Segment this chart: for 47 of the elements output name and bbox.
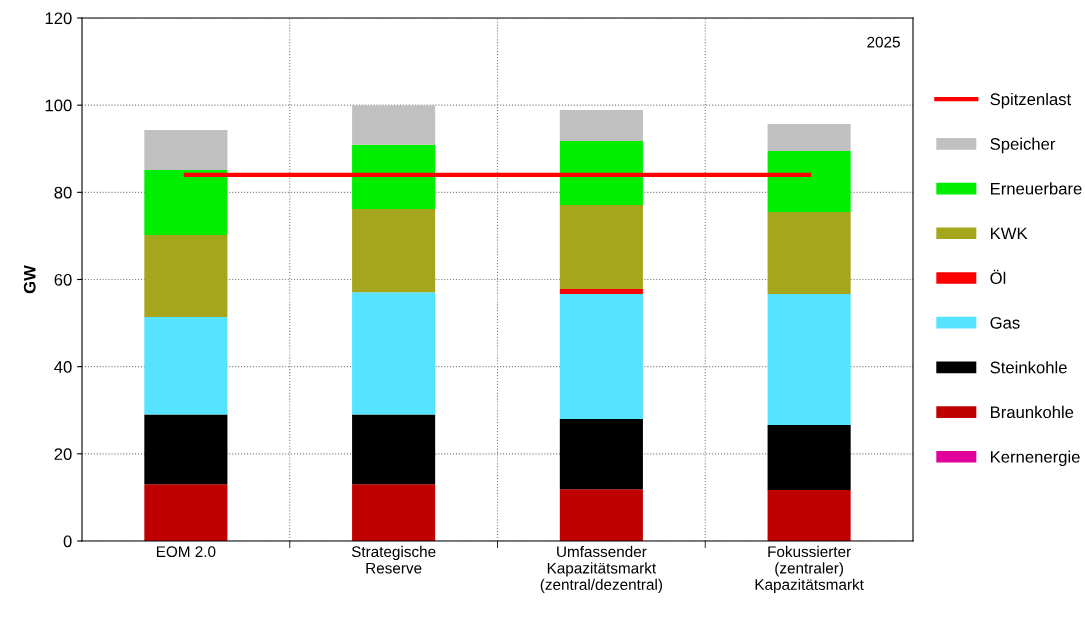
bar: [767, 490, 851, 541]
bar: [559, 418, 643, 490]
bar: [559, 289, 643, 294]
x-tick-label: Fokussierter (zentraler) Kapazitätsmarkt: [755, 545, 864, 594]
bar: [144, 484, 228, 541]
bar: [767, 293, 851, 426]
legend-label: Spitzenlast: [990, 92, 1072, 109]
bar: [352, 414, 436, 485]
bar: [144, 316, 228, 415]
legend-label: Speicher: [990, 137, 1056, 154]
bar: [144, 170, 228, 236]
bar: [144, 414, 228, 485]
bar: [144, 235, 228, 317]
bar: [352, 144, 436, 209]
bar: [559, 204, 643, 290]
y-tick-label: 40: [54, 361, 72, 373]
bar: [559, 109, 643, 141]
bar: [352, 292, 436, 415]
bar: [559, 489, 643, 541]
bar: [352, 484, 436, 541]
bar: [767, 123, 851, 151]
legend-label: Erneuerbare: [991, 182, 1082, 195]
legend-label: Steinkohle: [990, 361, 1067, 374]
legend-label: Kernenergie: [991, 450, 1080, 467]
legend-label: Gas: [990, 316, 1020, 329]
bar: [767, 211, 851, 294]
bar: [559, 293, 643, 419]
y-tick-label: 60: [54, 273, 72, 286]
legend-label: KWK: [991, 227, 1028, 240]
y-tick-label: 80: [54, 186, 72, 199]
annotation: 2025: [867, 36, 900, 48]
bar: [559, 140, 643, 205]
x-tick-label: EOM 2.0: [156, 546, 216, 558]
x-tick-label: Strategische Reserve: [351, 545, 436, 574]
legend-label: Öl: [990, 269, 1006, 284]
y-tick-label: 20: [54, 448, 72, 461]
y-tick-label: 0: [63, 535, 72, 548]
y-axis-title: GW: [23, 265, 36, 294]
bar: [767, 150, 851, 212]
bar: [352, 105, 436, 145]
y-tick-label: 100: [45, 99, 72, 112]
y-tick-label: 120: [45, 12, 72, 25]
x-tick-label: Umfassender Kapazitätsmarkt (zentral/dezentral): [540, 545, 662, 594]
bar: [767, 425, 851, 491]
bar: [144, 130, 228, 171]
bar: [352, 208, 436, 293]
legend-label: Braunkohle: [991, 405, 1074, 419]
